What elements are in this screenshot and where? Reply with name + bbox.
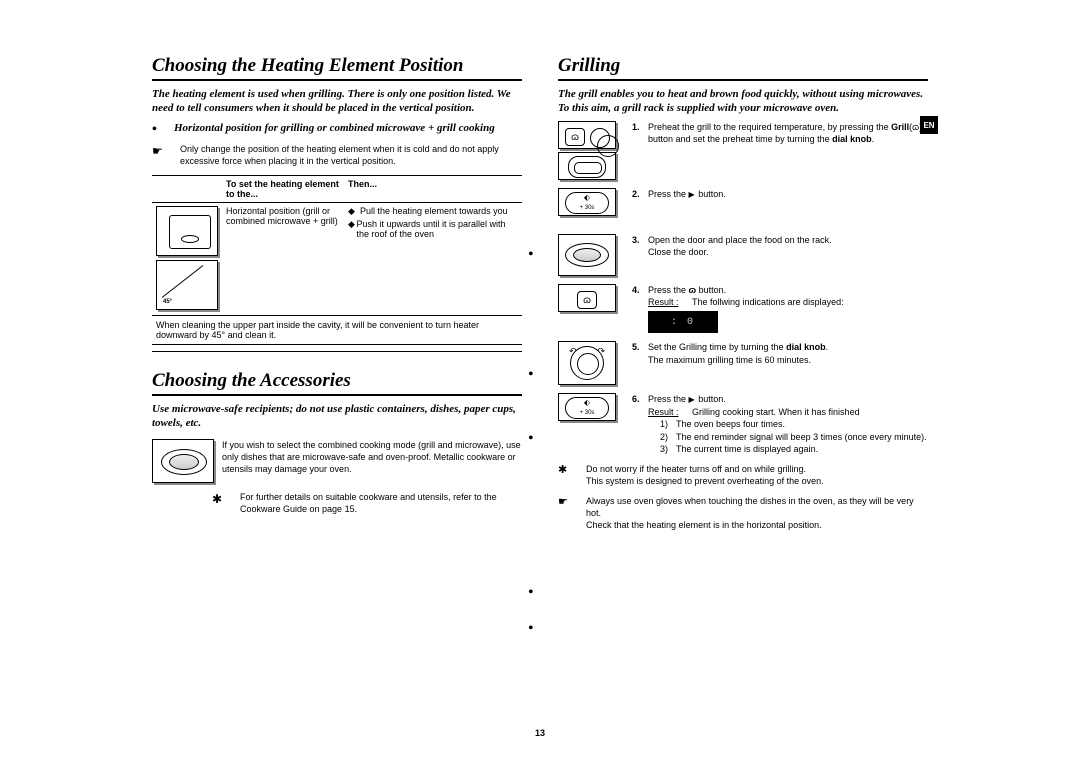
section-title-accessories: Choosing the Accessories: [152, 370, 522, 396]
heating-table: To set the heating element to the... The…: [152, 175, 522, 345]
accessory-block: If you wish to select the combined cooki…: [152, 439, 522, 483]
diamond-icon: ◆: [348, 206, 360, 217]
grill-button-diagram-icon: ɷ: [558, 121, 616, 149]
accessories-note: ✱ For further details on suitable cookwa…: [212, 491, 522, 515]
step-4: ɷ 4. Press the ɷ button. Result :The fol…: [558, 284, 928, 333]
oven-angle-diagram-icon: 45°: [156, 260, 218, 310]
result-text: The follwing indications are displayed:: [692, 296, 844, 308]
heating-caution: ☛ Only change the position of the heatin…: [152, 143, 522, 167]
step-1-thumb: ɷ: [558, 121, 620, 180]
play-icon: ⬖: [566, 398, 608, 408]
step-2-text: Press the button.: [648, 188, 928, 226]
step-3-thumb: [558, 234, 620, 276]
table-cell-then: ◆Pull the heating element towards you ◆P…: [344, 203, 522, 315]
oven-diagram-icon: [156, 206, 218, 256]
grill-symbol-icon: ɷ: [577, 291, 597, 309]
language-tab: EN: [920, 116, 938, 134]
angle-label: 45°: [163, 299, 172, 305]
bullet-dot-icon: •: [152, 121, 174, 139]
step-2-thumb: ⬖+ 30s: [558, 188, 620, 226]
step-3-text: Open the door and place the food on the …: [648, 234, 928, 276]
rack-diagram-icon: [558, 234, 616, 276]
heating-intro: The heating element is used when grillin…: [152, 87, 522, 115]
list-item: The end reminder signal will beep 3 time…: [676, 431, 927, 443]
step-2: ⬖+ 30s 2. Press the button.: [558, 188, 928, 226]
list-item: The current time is displayed again.: [676, 443, 818, 455]
separator-line: [152, 351, 522, 352]
dial-diagram-icon: ↶↷: [558, 341, 616, 385]
page-number: 13: [0, 728, 1080, 738]
diamond-icon: ◆: [348, 219, 356, 239]
play-icon: [689, 189, 696, 199]
page-content: Choosing the Heating Element Position Th…: [152, 55, 928, 532]
table-header-row: To set the heating element to the... The…: [152, 176, 522, 203]
accessories-intro: Use microwave-safe recipients; do not us…: [152, 402, 522, 430]
table-header-2: Then...: [344, 176, 522, 202]
step-3: 3. Open the door and place the food on t…: [558, 234, 928, 276]
grill-symbol-icon: ɷ: [689, 285, 697, 295]
start-button-diagram-icon: ⬖+ 30s: [558, 393, 616, 421]
section-title-heating: Choosing the Heating Element Position: [152, 55, 522, 81]
grilling-note-2-text: Always use oven gloves when touching the…: [586, 495, 928, 531]
grilling-intro: The grill enables you to heat and brown …: [558, 87, 928, 115]
table-clean-note: When cleaning the upper part inside the …: [152, 315, 522, 344]
hand-icon: ☛: [152, 143, 180, 167]
play-icon: ⬖: [566, 193, 608, 203]
step-number: 2.: [632, 188, 648, 226]
result-label: Result :: [648, 296, 692, 308]
start-button-diagram-icon: ⬖+ 30s: [558, 188, 616, 216]
step-number: 1.: [632, 121, 648, 180]
note-icon: ✱: [558, 463, 586, 487]
table-row: 45° Horizontal position (grill or combin…: [152, 203, 522, 315]
step-number: 4.: [632, 284, 648, 333]
then-item-1: Pull the heating element towards you: [360, 206, 508, 217]
heating-bullet: • Horizontal position for grilling or co…: [152, 121, 522, 139]
heating-bullet-text: Horizontal position for grilling or comb…: [174, 121, 522, 139]
dial-small-icon: [590, 128, 610, 148]
heating-caution-text: Only change the position of the heating …: [180, 143, 522, 167]
grill-symbol-icon: ɷ: [565, 128, 585, 146]
result-label: Result :: [648, 406, 692, 418]
grilling-note-1-text: Do not worry if the heater turns off and…: [586, 463, 928, 487]
step-5-text: Set the Grilling time by turning the dia…: [648, 341, 928, 385]
table-header-spacer: [152, 176, 222, 202]
right-column: Grilling The grill enables you to heat a…: [558, 55, 928, 532]
grilling-note-2: ☛ Always use oven gloves when touching t…: [558, 495, 928, 531]
step-number: 6.: [632, 393, 648, 454]
step-6-text: Press the button. Result :Grilling cooki…: [648, 393, 928, 454]
step-5-thumb: ↶↷: [558, 341, 620, 385]
step-4-thumb: ɷ: [558, 284, 620, 333]
oven-display: : 0: [648, 311, 718, 333]
left-column: Choosing the Heating Element Position Th…: [152, 55, 522, 523]
then-item-2: Push it upwards until it is parallel wit…: [356, 219, 518, 239]
grilling-note-1: ✱ Do not worry if the heater turns off a…: [558, 463, 928, 487]
step-4-text: Press the ɷ button. Result :The follwing…: [648, 284, 928, 333]
list-item: The oven beeps four times.: [676, 418, 785, 430]
result-text: Grilling cooking start. When it has fini…: [692, 406, 860, 418]
note-icon: ✱: [212, 491, 240, 515]
step-1-text: Preheat the grill to the required temper…: [648, 121, 928, 180]
turntable-diagram-icon: [152, 439, 214, 483]
play-icon: [689, 394, 696, 404]
step-number: 3.: [632, 234, 648, 276]
result-list: 1)The oven beeps four times. 2)The end r…: [648, 418, 928, 454]
table-cell-position: Horizontal position (grill or combined m…: [222, 203, 344, 315]
table-header-1: To set the heating element to the...: [222, 176, 344, 202]
grill-button-diagram-icon: ɷ: [558, 284, 616, 312]
accessory-text: If you wish to select the combined cooki…: [222, 439, 522, 483]
section-title-grilling: Grilling: [558, 55, 928, 81]
hand-icon: ☛: [558, 495, 586, 531]
step-5: ↶↷ 5. Set the Grilling time by turning t…: [558, 341, 928, 385]
table-diagram-cell: 45°: [152, 203, 222, 315]
step-6-thumb: ⬖+ 30s: [558, 393, 620, 454]
accessories-note-text: For further details on suitable cookware…: [240, 491, 522, 515]
step-6: ⬖+ 30s 6. Press the button. Result :Gril…: [558, 393, 928, 454]
step-number: 5.: [632, 341, 648, 385]
step-1: ɷ 1. Preheat the grill to the required t…: [558, 121, 928, 180]
